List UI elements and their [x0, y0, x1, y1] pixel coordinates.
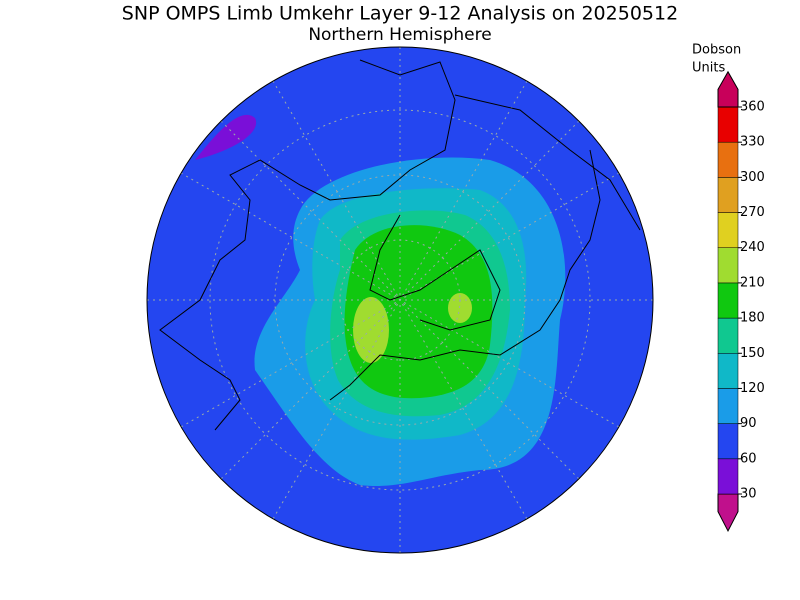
colorbar-segment: [717, 388, 739, 424]
colorbar-segment: [717, 106, 739, 143]
subtitle: Northern Hemisphere: [308, 25, 491, 45]
contour: [195, 114, 257, 160]
colorbar-segment: [717, 423, 739, 460]
colorbar-segment: [717, 282, 739, 319]
contour: [353, 297, 389, 363]
map: [146, 46, 654, 554]
colorbar-segment: [717, 317, 739, 354]
colorbar-tick-label: 90: [740, 416, 757, 431]
colorbar-tick-label: 180: [740, 311, 765, 326]
colorbar-tick-label: 120: [740, 381, 765, 396]
colorbar: Dobson Units 30 60 90 120 150 180 210 240 270 300 33…: [692, 43, 765, 533]
colorbar-segment: [717, 141, 739, 178]
title: SNP OMPS Limb Umkehr Layer 9-12 Analysis…: [122, 3, 678, 25]
colorbar-tick-label: 60: [740, 451, 757, 466]
colorbar-segment: [717, 353, 739, 389]
colorbar-segment: [717, 458, 739, 495]
colorbar-label: Dobson: [692, 43, 741, 58]
colorbar-tick-label: 210: [740, 275, 765, 290]
colorbar-tick-label: 30: [740, 487, 757, 502]
colorbar-extension: [717, 70, 739, 108]
colorbar-tick-label: 150: [740, 346, 765, 361]
colorbar-tick-label: 240: [740, 240, 765, 255]
colorbar-label: Units: [692, 61, 725, 76]
colorbar-tick-label: 330: [740, 135, 765, 150]
colorbar-extension: [717, 493, 739, 533]
colorbar-tick-label: 270: [740, 205, 765, 220]
colorbar-tick-label: 360: [740, 100, 765, 115]
colorbar-segment: [717, 212, 739, 248]
colorbar-segment: [717, 177, 739, 213]
colorbar-segment: [717, 247, 739, 284]
colorbar-tick-label: 300: [740, 170, 765, 185]
